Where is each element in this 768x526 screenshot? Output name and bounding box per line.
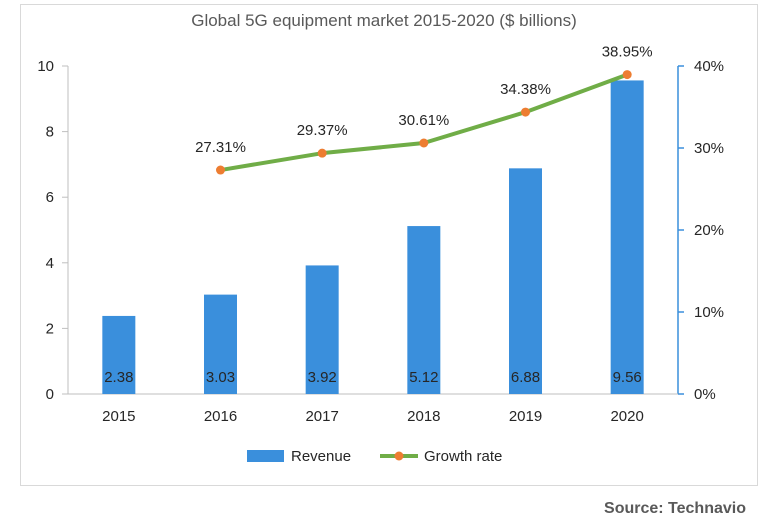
y-left-tick-label: 0 — [46, 386, 54, 403]
line-point-growth-rate — [419, 138, 429, 148]
y-right-tick-label: 0% — [694, 386, 716, 403]
x-tick-label: 2019 — [509, 408, 542, 425]
y-left-tick-label: 2 — [46, 320, 54, 337]
x-tick-label: 2017 — [305, 408, 338, 425]
line-data-label: 34.38% — [500, 81, 551, 98]
y-right-tick-label: 30% — [694, 140, 724, 157]
x-tick-label: 2015 — [102, 408, 135, 425]
legend-marker-growth-rate — [394, 451, 404, 461]
bar-revenue — [305, 265, 339, 394]
line-point-growth-rate — [521, 107, 530, 117]
bar-data-label: 9.56 — [613, 369, 642, 386]
x-tick-label: 2018 — [407, 408, 440, 425]
y-left-tick-label: 4 — [46, 255, 54, 272]
bar-data-label: 3.92 — [308, 369, 337, 386]
line-point-growth-rate — [216, 165, 225, 175]
bar-data-label: 6.88 — [511, 369, 540, 386]
bar-data-label: 2.38 — [104, 369, 133, 386]
bar-revenue — [407, 226, 441, 394]
line-data-label: 29.37% — [297, 122, 348, 139]
bar-revenue — [509, 168, 542, 394]
line-data-label: 38.95% — [602, 44, 653, 61]
line-data-label: 30.61% — [398, 112, 449, 129]
legend-swatch-revenue — [247, 450, 284, 462]
source-note: Source: Technavio — [604, 500, 746, 517]
x-tick-label: 2020 — [610, 408, 643, 425]
y-right-tick-label: 40% — [694, 58, 724, 75]
y-left-tick-label: 6 — [46, 189, 54, 206]
legend-label-growth-rate: Growth rate — [424, 448, 502, 465]
bar-revenue — [610, 80, 644, 394]
chart-frame — [20, 4, 758, 486]
y-right-tick-label: 10% — [694, 304, 724, 321]
line-point-growth-rate — [317, 148, 327, 158]
bar-data-label: 5.12 — [409, 369, 438, 386]
chart-title: Global 5G equipment market 2015-2020 ($ … — [191, 11, 577, 30]
line-point-growth-rate — [622, 70, 632, 80]
bar-data-label: 3.03 — [206, 369, 235, 386]
bar-revenue — [102, 315, 136, 394]
x-tick-label: 2016 — [204, 408, 237, 425]
line-data-label: 27.31% — [195, 139, 246, 156]
legend-label-revenue: Revenue — [291, 448, 351, 465]
y-left-tick-label: 10 — [37, 58, 54, 75]
y-right-tick-label: 20% — [694, 222, 724, 239]
y-left-tick-label: 8 — [46, 124, 54, 141]
bar-revenue — [204, 294, 237, 394]
